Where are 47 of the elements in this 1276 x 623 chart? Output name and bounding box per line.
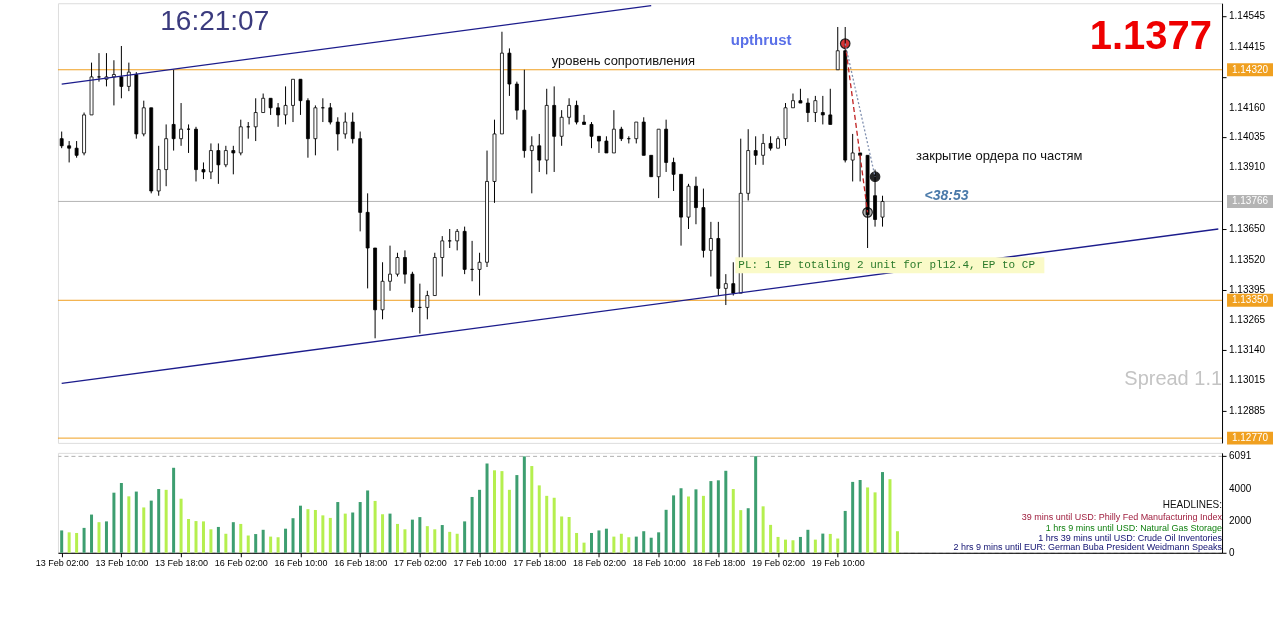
ref-line-label: 1.14320	[1231, 63, 1269, 75]
y-tick-label: 1.14035	[1229, 131, 1266, 143]
annotation: Spread 1.1	[1124, 366, 1223, 389]
x-tick-label: 16 Feb 10:00	[274, 558, 328, 569]
annotation: 2 hrs 9 mins until EUR: German Buba President Weidmann Speaks	[953, 542, 1223, 553]
annotation: закрытие ордера по частям	[916, 148, 1083, 164]
annotation: 39 mins until USD: Philly Fed Manufacturing Index	[1021, 512, 1223, 523]
x-tick-label: 16 Feb 18:00	[334, 558, 388, 569]
x-tick-label: 18 Feb 10:00	[632, 558, 686, 569]
x-tick-label: 13 Feb 10:00	[95, 558, 149, 569]
ref-line-label: 1.12770	[1231, 432, 1269, 444]
annotation: PL: 1 EP totaling 2 unit for pl12.4, EP to CP	[738, 259, 1035, 272]
y-tick-label: 2000	[1229, 515, 1252, 527]
y-tick-label: 1.14160	[1229, 101, 1266, 113]
x-tick-label: 18 Feb 02:00	[572, 558, 626, 569]
y-tick-label: 1.13520	[1229, 253, 1266, 265]
y-tick-label: 0	[1229, 546, 1236, 558]
x-tick-label: 17 Feb 10:00	[453, 558, 507, 569]
x-tick-label: 13 Feb 02:00	[35, 558, 89, 569]
x-tick-label: 19 Feb 02:00	[752, 558, 806, 569]
annotation: 1 hrs 39 mins until USD: Crude Oil Inventories	[1038, 532, 1223, 543]
annotation: 16:21:07	[160, 5, 270, 37]
y-tick-label: 1.14415	[1229, 41, 1266, 53]
ref-line-label: 1.13350	[1231, 294, 1269, 306]
y-tick-label: 1.13910	[1229, 161, 1266, 173]
x-tick-label: 13 Feb 18:00	[155, 558, 209, 569]
y-tick-label: 1.13140	[1229, 344, 1266, 356]
y-tick-label: 1.13265	[1229, 314, 1266, 326]
y-tick-label: 1.14545	[1229, 10, 1266, 22]
x-tick-label: 18 Feb 18:00	[692, 558, 746, 569]
x-tick-label: 19 Feb 10:00	[811, 558, 865, 569]
annotation: 1 hrs 9 mins until USD: Natural Gas Storage	[1045, 523, 1223, 534]
annotation: 1.1377	[1089, 13, 1212, 58]
annotation: HEADLINES:	[1162, 499, 1223, 511]
y-tick-label: 6091	[1229, 450, 1252, 462]
y-tick-label: 1.13395	[1229, 283, 1266, 295]
x-tick-label: 17 Feb 18:00	[513, 558, 567, 569]
x-tick-label: 16 Feb 02:00	[214, 558, 268, 569]
y-tick-label: 4000	[1229, 483, 1252, 495]
annotation: upthrust	[730, 30, 792, 48]
y-tick-label: 1.12885	[1229, 404, 1266, 416]
ref-line-label: 1.13766	[1231, 195, 1269, 207]
x-tick-label: 17 Feb 02:00	[393, 558, 447, 569]
annotation: уровень сопротивления	[551, 52, 695, 68]
y-tick-label: 1.13015	[1229, 373, 1266, 385]
annotation: <38:53	[924, 187, 969, 204]
y-tick-label: 1.13650	[1229, 222, 1266, 234]
